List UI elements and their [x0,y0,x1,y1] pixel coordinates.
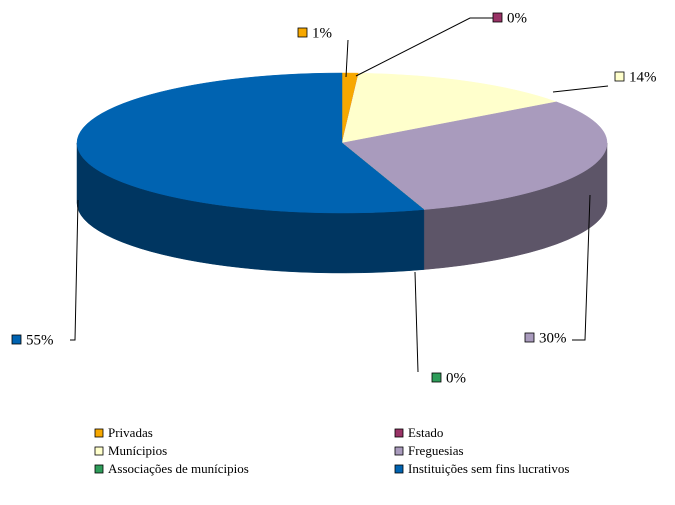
slice [341,72,558,144]
data-label: 30% [539,330,567,346]
label-swatch [297,27,308,38]
label-swatch [614,71,625,82]
slice [341,101,608,210]
label-swatch [492,12,503,23]
leader-line [552,85,609,93]
slice [76,72,425,214]
legend-swatch [94,446,104,456]
legend-swatch [394,464,404,474]
legend-label: Munícipios [108,443,167,458]
legend-label: Instituições sem fins lucrativos [408,461,569,476]
label-swatch [11,334,22,345]
leader-line [572,194,591,341]
leader-line [345,39,349,78]
data-label: 0% [446,370,466,386]
label-swatch [431,372,442,383]
legend-label: Associações de munícipios [108,461,249,476]
legend-swatch [94,464,104,474]
data-label: 1% [312,25,332,41]
data-label: 55% [26,332,54,348]
legend-swatch [394,428,404,438]
leader-line [355,17,494,77]
legend-label: Estado [408,425,443,440]
leader-line [70,199,79,341]
legend-label: Freguesias [408,443,464,458]
leader-line [414,271,419,373]
label-swatch [524,332,535,343]
data-label: 14% [629,69,657,85]
legend-swatch [394,446,404,456]
legend-label: Privadas [108,425,153,440]
data-label: 0% [507,10,527,26]
legend-swatch [94,428,104,438]
